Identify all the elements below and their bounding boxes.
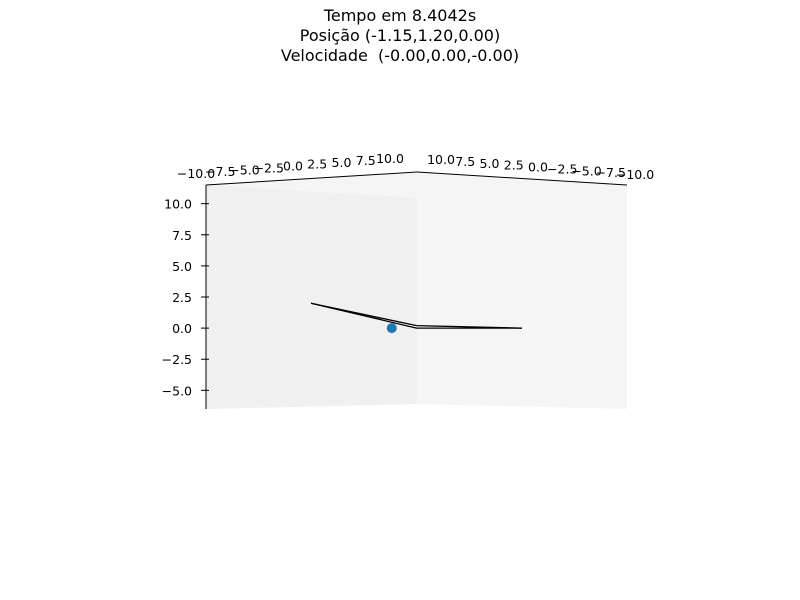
x-tick-label: −2.5 <box>254 160 284 175</box>
trajectory-line-0 <box>310 302 522 329</box>
y-axis-line <box>416 171 628 186</box>
y-tick-label: 5.0 <box>480 156 500 171</box>
z-tick-label: −2.5 <box>162 352 192 367</box>
x-tick-label: 7.5 <box>356 153 376 168</box>
z-tick-label: −5.0 <box>162 383 192 398</box>
chart-title: Tempo em 8.4042s Posição (-1.15,1.20,0.0… <box>0 6 800 66</box>
title-velocity: Velocidade (-0.00,0.00,-0.00) <box>280 46 520 65</box>
y-tick-label: −7.5 <box>596 165 626 180</box>
z-tick-label: 0.0 <box>172 321 192 336</box>
trajectory-line-1 <box>310 302 523 329</box>
x-axis-line <box>205 171 418 186</box>
x-tick-label: 0.0 <box>283 159 303 174</box>
y-tick-label: −2.5 <box>547 161 577 176</box>
y-tick-label: −5.0 <box>571 163 601 178</box>
x-tick-label: −7.5 <box>205 164 235 179</box>
y-tick-label: 0.0 <box>528 160 548 175</box>
x-tick-label: 10.0 <box>376 151 404 166</box>
x-tick-label: 5.0 <box>332 155 352 170</box>
z-tick-label: 10.0 <box>164 197 192 212</box>
y-tick-label: 7.5 <box>455 154 475 169</box>
y-tick-label: 10.0 <box>427 152 455 167</box>
x-tick-label: −10.0 <box>177 166 215 181</box>
z-tick-label: 7.5 <box>172 228 192 243</box>
title-position: Posição (-1.15,1.20,0.00) <box>299 26 501 45</box>
x-tick-label: 2.5 <box>307 157 327 172</box>
title-time: Tempo em 8.4042s <box>323 6 477 25</box>
z-tick-label: 5.0 <box>172 259 192 274</box>
y-tick-label: −10.0 <box>616 167 654 182</box>
pane-left <box>206 172 417 409</box>
x-tick-label: −5.0 <box>229 162 259 177</box>
y-tick-label: 2.5 <box>504 158 524 173</box>
pane-right <box>417 172 627 409</box>
z-tick-label: 2.5 <box>172 290 192 305</box>
current-position-marker <box>386 323 397 334</box>
